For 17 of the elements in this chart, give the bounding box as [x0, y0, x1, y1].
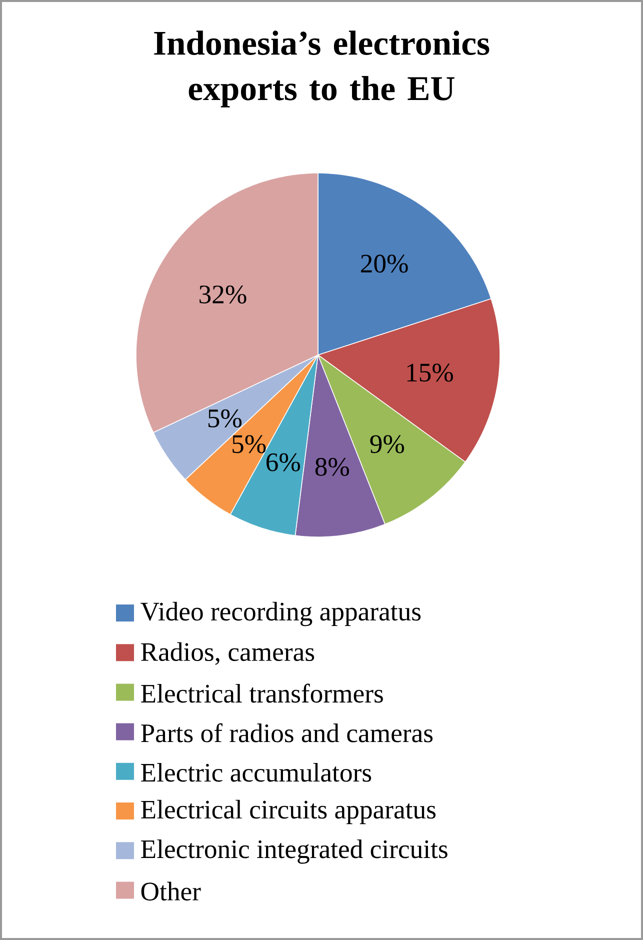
legend-label: Other	[141, 882, 201, 901]
data-label: 9%	[370, 435, 404, 454]
legend-label: Electrical transformers	[141, 684, 383, 703]
data-label: 6%	[266, 453, 300, 472]
data-label: 5%	[208, 409, 242, 428]
legend-label: Radios, cameras	[141, 642, 314, 665]
data-label: 5%	[232, 435, 266, 454]
data-label: 32%	[200, 285, 246, 304]
legend-label: Parts of radios and cameras	[141, 723, 433, 742]
legend-label: Video recording apparatus	[140, 602, 421, 626]
data-label: 20%	[361, 254, 408, 273]
data-label: 15%	[407, 364, 453, 382]
legend-label: Electric accumulators	[141, 763, 372, 782]
data-label: 8%	[315, 458, 350, 476]
legend-label: Electronic integrated circuits	[141, 839, 448, 864]
chart-title: Indonesia’s electronics exports to the EU	[154, 30, 490, 108]
legend-label: Electrical circuits apparatus	[141, 800, 436, 824]
